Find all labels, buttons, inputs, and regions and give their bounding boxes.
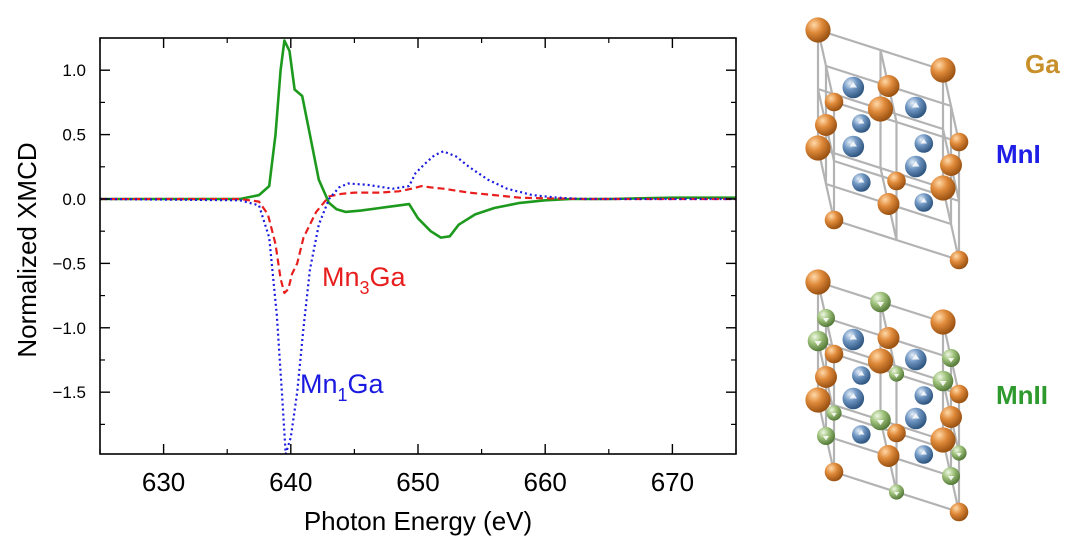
label-mn2: MnII — [996, 380, 1048, 410]
spin-up-arrow — [920, 449, 927, 455]
ga-atom — [877, 445, 900, 467]
spin-up-arrow — [920, 390, 927, 396]
spin-up-arrow — [911, 413, 920, 419]
ga-atom — [815, 366, 837, 388]
ga-atom — [949, 250, 969, 270]
spin-up-arrow — [849, 334, 858, 340]
ga-atom — [887, 423, 906, 443]
spin-up-arrow — [858, 177, 865, 183]
annotation-mn3ga-sub: 3 — [360, 278, 370, 298]
ga-atom — [824, 92, 844, 112]
series-layer — [100, 39, 736, 454]
y-axis-label: Normalized XMCD — [12, 142, 42, 357]
ga-atom — [940, 154, 962, 176]
spin-down-arrow — [893, 492, 900, 496]
ga-atom — [930, 309, 956, 335]
spin-up-arrow — [849, 82, 858, 88]
label-mn1: MnI — [996, 139, 1041, 169]
spin-down-arrow — [822, 318, 830, 323]
y-tick-label: 0.5 — [62, 126, 86, 145]
x-tick-label: 650 — [396, 467, 439, 497]
ga-atom — [930, 427, 956, 453]
annotation-mn3ga-tail: Ga — [370, 262, 407, 292]
spin-up-arrow — [849, 393, 858, 399]
annotation-mn3ga: Mn3Ga — [322, 262, 407, 298]
ga-atom — [940, 406, 962, 428]
x-axis-label: Photon Energy (eV) — [304, 506, 532, 536]
ga-atom — [805, 269, 831, 295]
ga-atom — [867, 348, 894, 374]
spin-down-arrow — [814, 341, 822, 347]
tick-layer: 630 640 650 660 670 1.0 0.5 0.0 −0.5 −1.0 −1.5 — [52, 38, 737, 497]
spin-up-arrow — [911, 102, 920, 108]
ga-atom — [805, 387, 831, 413]
crystal-structure-top — [805, 17, 969, 270]
x-tick-label: 670 — [651, 467, 694, 497]
spin-down-arrow — [876, 420, 885, 426]
spin-up-arrow — [920, 197, 927, 203]
y-tick-label: 0.0 — [62, 190, 86, 209]
spin-up-arrow — [858, 370, 865, 376]
x-tick-label: 660 — [524, 467, 567, 497]
xmcd-chart: 630 640 650 660 670 1.0 0.5 0.0 −0.5 −1.0 −1.5 Pho… — [12, 37, 737, 536]
spin-down-arrow — [947, 358, 955, 363]
y-tick-label: −0.5 — [52, 254, 86, 273]
ga-atom — [815, 114, 837, 136]
annotation-mn3ga-main: Mn — [322, 262, 360, 292]
spin-down-arrow — [947, 476, 955, 481]
ga-atom — [824, 344, 844, 364]
label-ga: Ga — [1025, 49, 1060, 79]
series-line-mn3ga — [100, 185, 736, 295]
ga-atom — [930, 57, 956, 83]
spin-down-arrow — [822, 436, 830, 441]
ga-atom — [867, 96, 894, 122]
ga-atom — [877, 75, 900, 97]
crystal-structure-bottom — [805, 269, 969, 522]
spin-up-arrow — [920, 138, 927, 144]
spin-up-arrow — [849, 141, 858, 147]
ga-atom — [887, 171, 906, 191]
spin-up-arrow — [911, 161, 920, 167]
spin-down-arrow — [831, 413, 837, 417]
ga-atom — [805, 17, 831, 43]
annotation-mn1ga-tail: Ga — [348, 369, 385, 399]
y-tick-label: 1.0 — [62, 61, 86, 80]
x-tick-label: 630 — [142, 467, 185, 497]
plot-frame — [99, 37, 737, 455]
ga-atom — [930, 175, 956, 201]
ga-atom — [949, 384, 969, 404]
ga-atom — [824, 210, 844, 230]
series-line-mnii — [100, 39, 736, 239]
spin-up-arrow — [911, 354, 920, 360]
annotation-mn1ga-main: Mn — [300, 369, 338, 399]
ga-atom — [877, 327, 900, 349]
ga-atom — [949, 502, 969, 522]
ga-atom — [824, 462, 844, 482]
spin-down-arrow — [956, 453, 962, 457]
ga-atom — [949, 132, 969, 152]
y-tick-label: −1.5 — [52, 383, 86, 402]
spin-down-arrow — [939, 381, 947, 387]
series-line-mn1ga — [100, 150, 736, 454]
annotation-mn1ga: Mn1Ga — [300, 369, 385, 405]
annotation-mn1ga-sub: 1 — [338, 385, 348, 405]
spin-up-arrow — [858, 429, 865, 435]
spin-up-arrow — [858, 118, 865, 124]
ga-atom — [805, 135, 831, 161]
x-tick-label: 640 — [269, 467, 312, 497]
spin-down-arrow — [893, 374, 900, 378]
spin-down-arrow — [876, 302, 885, 308]
y-tick-label: −1.0 — [52, 319, 86, 338]
ga-atom — [877, 193, 900, 215]
